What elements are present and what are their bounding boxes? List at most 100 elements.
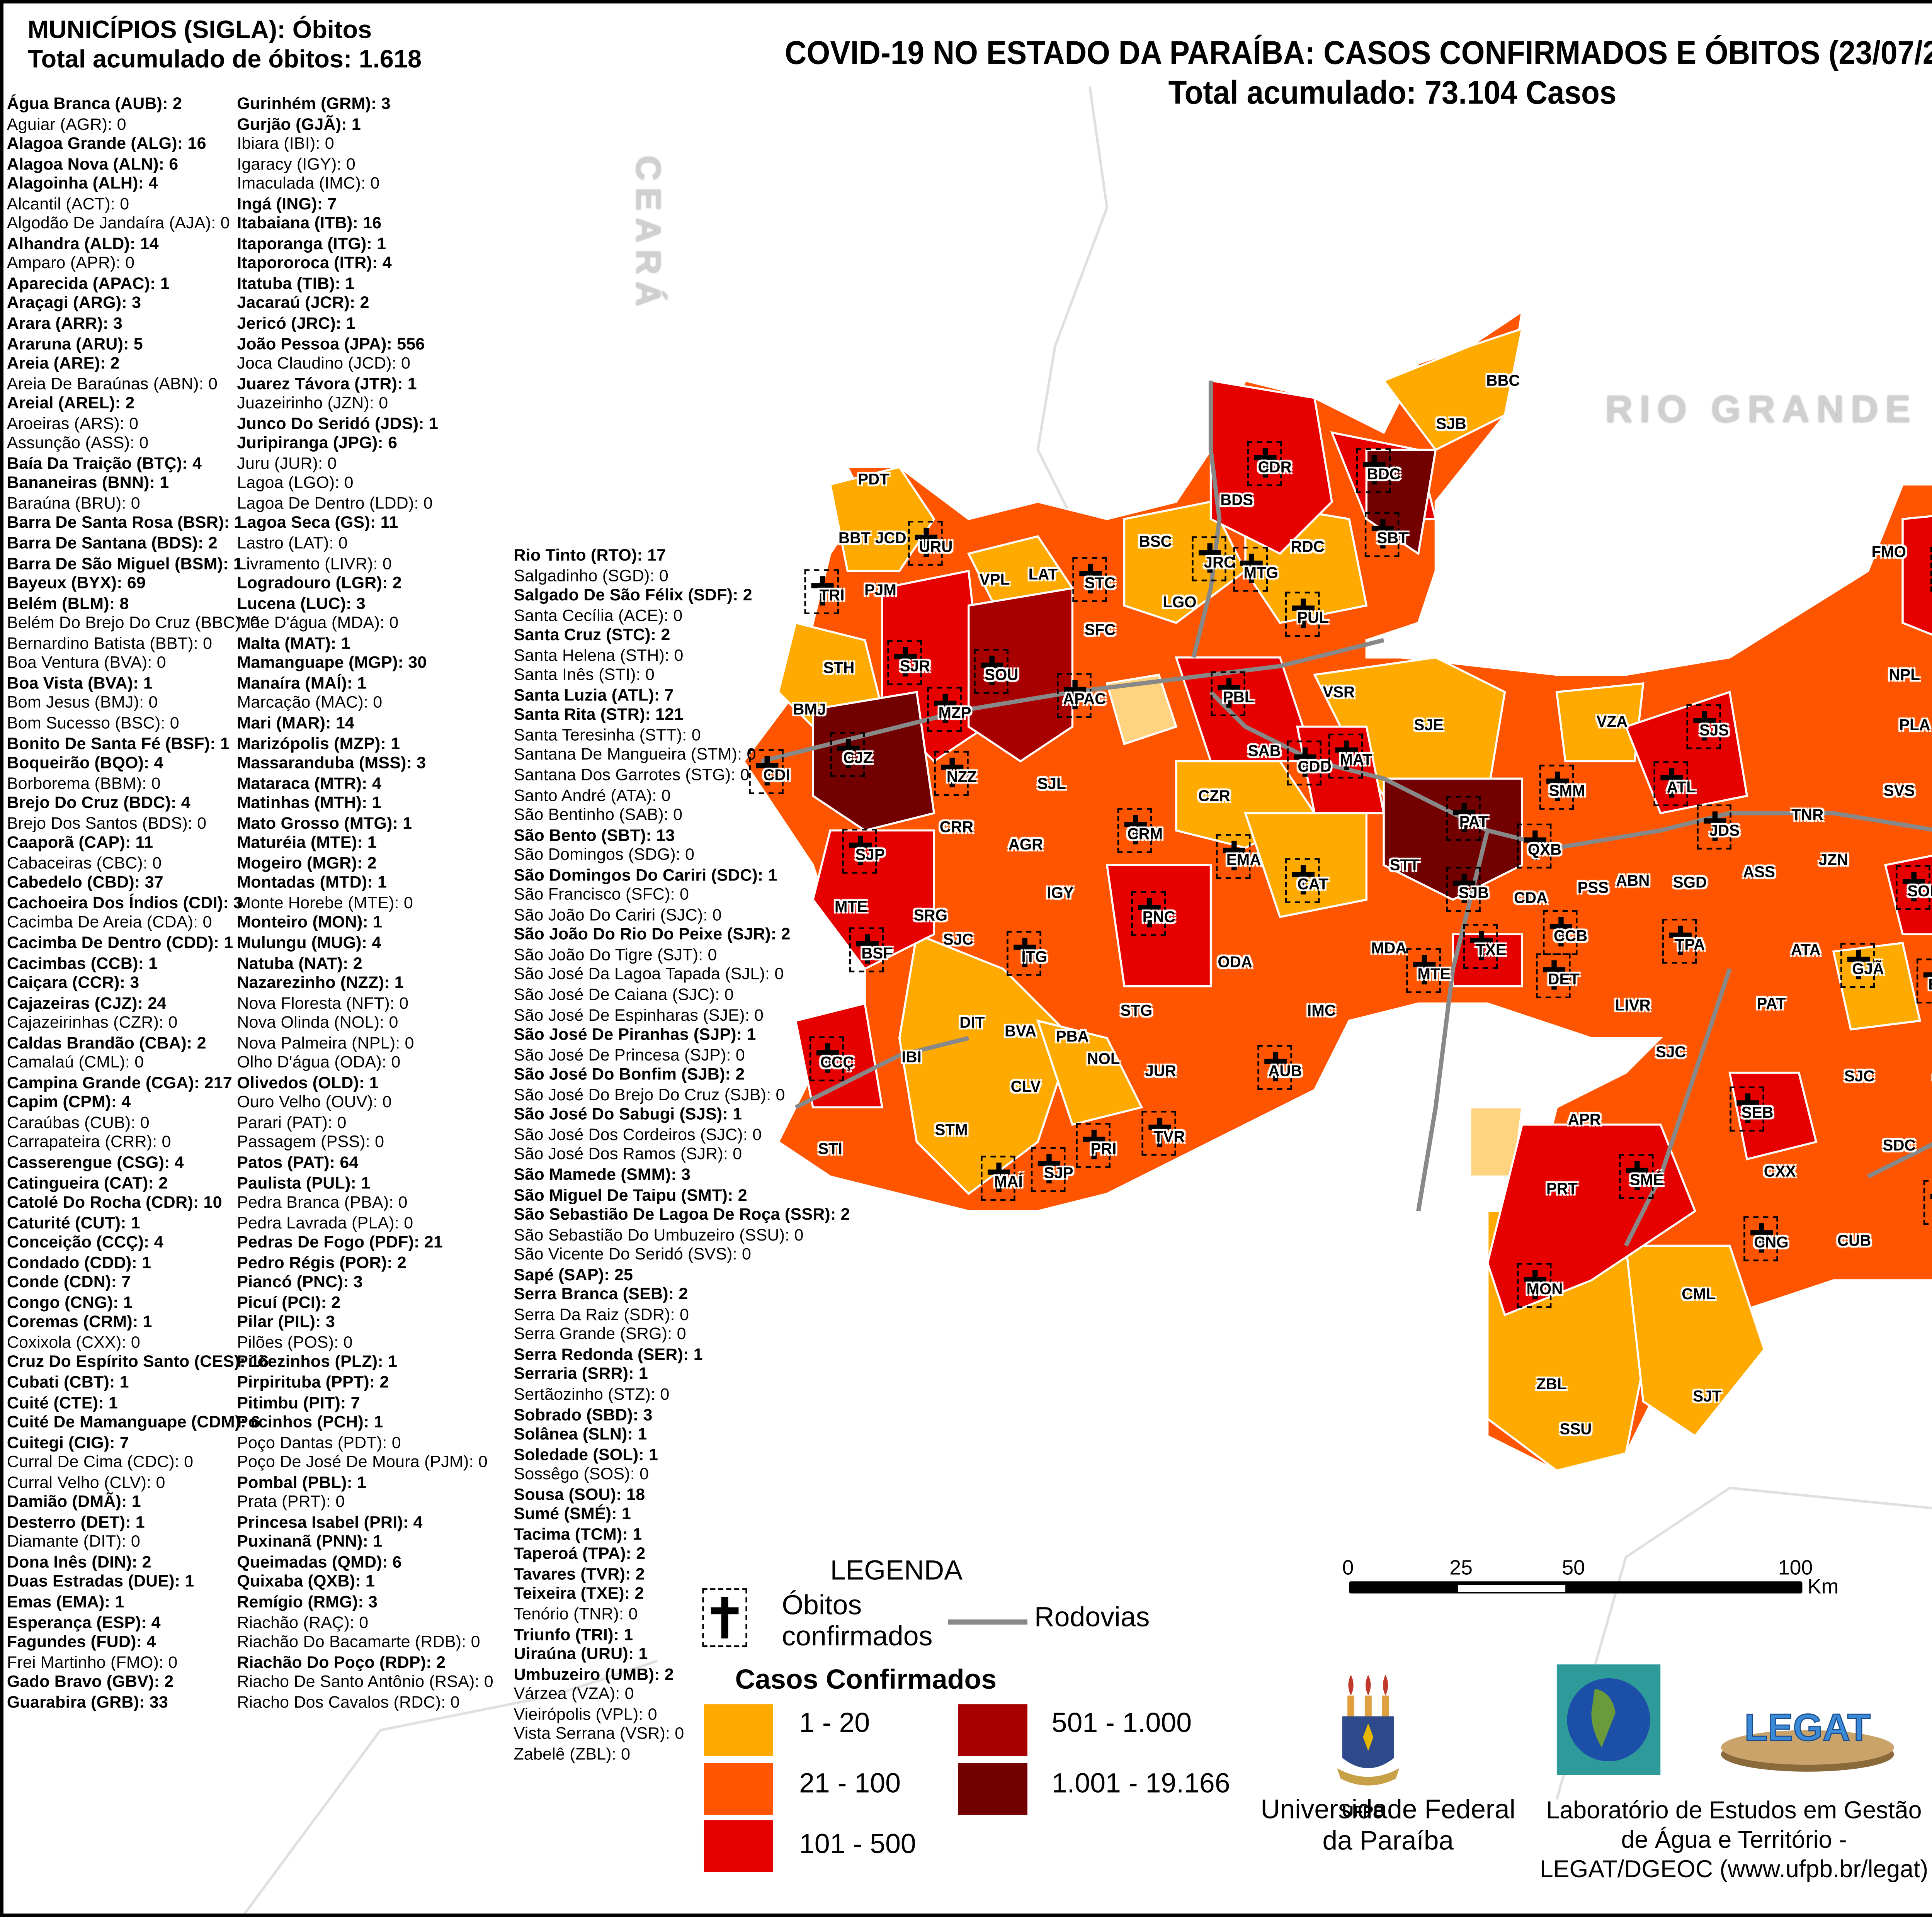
municipality-label: LAT — [1028, 566, 1058, 583]
municipality-label: VPL — [979, 571, 1010, 588]
road-line-icon — [948, 1619, 1027, 1625]
municipality-label: SEB — [1741, 1104, 1774, 1121]
list-item: Cacimba De Dentro (CDD): 1 — [7, 934, 233, 953]
list-item: Conceição (CCÇ): 4 — [7, 1234, 163, 1253]
death-cross-icon — [804, 569, 839, 614]
list-item: Várzea (VZA): 0 — [514, 1685, 634, 1705]
municipality-label: ASS — [1743, 863, 1775, 881]
list-item: Damião (DMÃ): 1 — [7, 1494, 141, 1513]
list-item: Poço De José De Moura (PJM): 0 — [237, 1453, 488, 1473]
list-item: Soledade (SOL): 1 — [514, 1446, 658, 1465]
list-item: Caturité (CUT): 1 — [7, 1214, 140, 1233]
list-item: Coremas (CRM): 1 — [7, 1314, 152, 1333]
municipality-label: CDD — [1298, 758, 1332, 775]
list-item: Fagundes (FUD): 4 — [7, 1633, 156, 1653]
list-item: Mari (MAR): 14 — [237, 714, 355, 734]
list-item: Uiraúna (URU): 1 — [514, 1645, 648, 1665]
scale-tick-25: 25 — [1449, 1555, 1473, 1580]
municipality-label: STI — [818, 1140, 843, 1158]
list-item: Areial (AREL): 2 — [7, 394, 135, 414]
list-item: Tavares (TVR): 2 — [514, 1565, 645, 1585]
list-item: Cuité De Mamanguape (CDM): 6 — [7, 1414, 260, 1433]
list-item: Natuba (NAT): 2 — [237, 954, 362, 974]
municipality-label: BVA — [1928, 976, 1932, 993]
label-rio-grande-do-norte: RIO GRANDE DO NORTE — [1605, 387, 1932, 431]
municipality-label: TRI — [819, 586, 845, 604]
list-item: Rio Tinto (RTO): 17 — [514, 547, 666, 566]
legend-title: LEGENDA — [830, 1557, 963, 1587]
list-item: Santa Cecília (ACE): 0 — [514, 607, 683, 626]
death-cross-icon — [1463, 924, 1498, 969]
list-item: Olho D'água (ODA): 0 — [237, 1054, 401, 1073]
death-cross-icon — [1131, 891, 1166, 936]
list-item: Mãe D'água (MDA): 0 — [237, 614, 399, 634]
list-item: Olivedos (OLD): 1 — [237, 1074, 379, 1093]
label-ceara: CEARÁ — [628, 156, 666, 314]
municipality-label: DIT — [959, 1014, 985, 1032]
scale-tick-50: 50 — [1562, 1555, 1585, 1580]
death-cross-icon — [1328, 733, 1363, 779]
death-cross-icon — [908, 520, 943, 566]
municipality-label: BSF — [861, 945, 893, 962]
municipality-label: MAÍ — [994, 1173, 1023, 1191]
list-item: Santo André (ATA): 0 — [514, 786, 671, 806]
list-item: Sumé (SMÉ): 1 — [514, 1506, 631, 1525]
list-item: Pilões (POS): 0 — [237, 1334, 353, 1353]
list-item: Cajazeiras (CJZ): 24 — [7, 994, 167, 1013]
list-item: Caiçara (CCR): 3 — [7, 974, 139, 993]
list-item: Serra Da Raiz (SDR): 0 — [514, 1306, 689, 1325]
list-item: Alagoa Grande (ALG): 16 — [7, 135, 206, 154]
municipality-label: MZP — [938, 704, 971, 722]
list-item: Pilar (PIL): 3 — [237, 1314, 335, 1333]
list-item: Conde (CDN): 7 — [7, 1274, 131, 1293]
list-item: Alcantil (ACT): 0 — [7, 195, 129, 214]
municipality-label: IMC — [1307, 1001, 1336, 1019]
list-item: Duas Estradas (DUE): 1 — [7, 1573, 194, 1593]
municipality-label: BDS — [1220, 491, 1253, 509]
death-cross-icon — [749, 749, 784, 794]
legend-class-2: 21 - 100 — [799, 1770, 901, 1800]
list-item: Bom Jesus (BMJ): 0 — [7, 694, 158, 714]
legat-credit: Laboratório de Estudos em Gestão de Água… — [1522, 1796, 1932, 1884]
list-item: Sobrado (SBD): 3 — [514, 1405, 653, 1425]
municipality-label: LIVR — [1615, 996, 1651, 1014]
list-item: Gurinhém (GRM): 3 — [237, 95, 391, 114]
municipality-label: PNC — [1142, 908, 1175, 926]
list-item: Boqueirão (BQO): 4 — [7, 754, 163, 774]
list-item: Ibiara (IBI): 0 — [237, 135, 334, 154]
death-cross-icon — [1031, 1147, 1066, 1192]
municipality-label: IBI — [901, 1048, 922, 1066]
list-item: Mamanguape (MGP): 30 — [237, 654, 427, 674]
municipality-label: MAT — [1340, 751, 1372, 768]
page-title: COVID-19 NO ESTADO DA PARAÍBA: CASOS CON… — [589, 35, 1932, 114]
list-item: Pombal (PBL): 1 — [237, 1473, 367, 1493]
death-cross-icon — [1233, 547, 1268, 592]
legat-line2: de Água e Território - — [1621, 1825, 1847, 1853]
ufpb-line2: da Paraíba — [1322, 1827, 1454, 1857]
death-cross-icon — [1406, 948, 1441, 993]
scale-tick-100: 100 — [1778, 1555, 1813, 1580]
list-item: Lucena (LUC): 3 — [237, 595, 366, 614]
municipality-label: DET — [1548, 970, 1579, 988]
municipality-label: BVA — [1005, 1022, 1037, 1040]
list-item: Nova Floresta (NFT): 0 — [237, 994, 409, 1013]
list-item: Aroeiras (ARS): 0 — [7, 415, 139, 434]
list-item: Curral Velho (CLV): 0 — [7, 1473, 165, 1493]
death-cross-icon — [1141, 1111, 1176, 1156]
municipality-label: STG — [1120, 1001, 1153, 1019]
list-item: Logradouro (LGR): 2 — [237, 574, 402, 594]
list-item: Desterro (DET): 1 — [7, 1513, 145, 1533]
list-item: Pedra Lavrada (PLA): 0 — [237, 1214, 413, 1233]
list-item: Bernardino Batista (BBT): 0 — [7, 634, 213, 654]
municipality-label: BBC — [1486, 372, 1520, 389]
death-cross-icon — [1072, 557, 1107, 602]
list-item: São José Do Bonfim (SJB): 2 — [514, 1066, 745, 1085]
list-item: Condado (CDD): 1 — [7, 1254, 151, 1273]
list-item: Solânea (SLN): 1 — [514, 1426, 647, 1445]
municipality-label: IGY — [1047, 884, 1074, 902]
list-item: Alagoinha (ALH): 4 — [7, 175, 158, 194]
list-item: São Vicente Do Seridó (SVS): 0 — [514, 1246, 752, 1265]
municipality-label: SMÉ — [1629, 1171, 1664, 1189]
municipality-label: BBT — [838, 529, 871, 547]
